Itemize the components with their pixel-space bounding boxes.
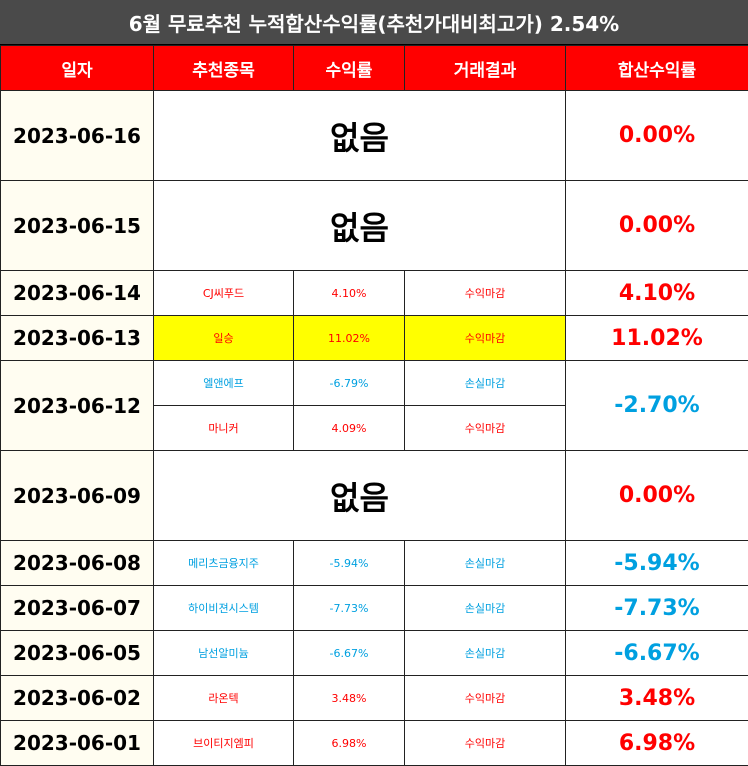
row-date: 2023-06-12 (0, 360, 154, 451)
table-row: 2023-06-12 엘앤에프 -6.79% 손실마감 -2.70% (0, 360, 748, 451)
recommendation-table: 일자 추천종목 수익률 거래결과 합산수익률 2023-06-16 없음 0.0… (0, 45, 748, 766)
row-result: 수익마감 (404, 270, 566, 316)
row-date: 2023-06-07 (0, 585, 154, 631)
row-total: 0.00% (565, 180, 748, 271)
row-date: 2023-06-13 (0, 315, 154, 361)
row-rate: 3.48% (293, 675, 405, 721)
table-row: 2023-06-08 메리츠금융지주 -5.94% 손실마감 -5.94% (0, 540, 748, 586)
row-stock: 메리츠금융지주 (153, 540, 294, 586)
no-recommendation: 없음 (153, 90, 566, 181)
row-date: 2023-06-08 (0, 540, 154, 586)
row-rate: -5.94% (293, 540, 405, 586)
row-result: 수익마감 (404, 720, 566, 766)
table-row: 마니커 4.09% 수익마감 (1, 405, 748, 451)
row-total: -5.94% (565, 540, 748, 586)
row-total: -2.70% (565, 360, 748, 451)
row-stock: 마니커 (153, 405, 294, 451)
row-date: 2023-06-05 (0, 630, 154, 676)
row-total: 0.00% (565, 90, 748, 181)
row-date: 2023-06-14 (0, 270, 154, 316)
table-row: 2023-06-05 남선알미늄 -6.67% 손실마감 -6.67% (0, 630, 748, 676)
row-result: 손실마감 (404, 540, 566, 586)
row-stock: 하이비젼시스템 (153, 585, 294, 631)
table-row: 2023-06-01 브이티지엠피 6.98% 수익마감 6.98% (0, 720, 748, 766)
header-stock: 추천종목 (153, 45, 294, 91)
row-total: 0.00% (565, 450, 748, 541)
row-rate: 4.10% (293, 270, 405, 316)
row-rate: -6.79% (293, 360, 405, 406)
row-total: -6.67% (565, 630, 748, 676)
row-total: 4.10% (565, 270, 748, 316)
header-total: 합산수익률 (565, 45, 748, 91)
row-result: 손실마감 (404, 585, 566, 631)
row-date: 2023-06-16 (0, 90, 154, 181)
header-result: 거래결과 (404, 45, 566, 91)
page-title: 6월 무료추천 누적합산수익률(추천가대비최고가) 2.54% (0, 0, 748, 45)
row-rate: 4.09% (293, 405, 405, 451)
table-row: 2023-06-15 없음 0.00% (0, 180, 748, 271)
row-rate: 6.98% (293, 720, 405, 766)
row-stock: 라온텍 (153, 675, 294, 721)
row-rate: -7.73% (293, 585, 405, 631)
table-row: 2023-06-16 없음 0.00% (0, 90, 748, 181)
row-date: 2023-06-02 (0, 675, 154, 721)
row-result: 수익마감 (404, 675, 566, 721)
table-row-highlighted: 2023-06-13 일승 11.02% 수익마감 11.02% (0, 315, 748, 361)
row-total: 6.98% (565, 720, 748, 766)
row-date: 2023-06-09 (0, 450, 154, 541)
table-row: 2023-06-07 하이비젼시스템 -7.73% 손실마감 -7.73% (0, 585, 748, 631)
header-date: 일자 (0, 45, 154, 91)
no-recommendation: 없음 (153, 180, 566, 271)
header-rate: 수익률 (293, 45, 405, 91)
row-result: 수익마감 (404, 315, 566, 361)
row-date: 2023-06-15 (0, 180, 154, 271)
row-result: 손실마감 (404, 360, 566, 406)
row-total: -7.73% (565, 585, 748, 631)
row-result: 손실마감 (404, 630, 566, 676)
table-row: 2023-06-14 CJ씨푸드 4.10% 수익마감 4.10% (0, 270, 748, 316)
table-row: 2023-06-09 없음 0.00% (0, 450, 748, 541)
row-stock: CJ씨푸드 (153, 270, 294, 316)
row-stock: 브이티지엠피 (153, 720, 294, 766)
row-rate: -6.67% (293, 630, 405, 676)
table-row: 2023-06-02 라온텍 3.48% 수익마감 3.48% (0, 675, 748, 721)
row-stock: 엘앤에프 (153, 360, 294, 406)
row-stock: 남선알미늄 (153, 630, 294, 676)
row-total: 11.02% (565, 315, 748, 361)
table-header-row: 일자 추천종목 수익률 거래결과 합산수익률 (0, 45, 748, 91)
row-rate: 11.02% (293, 315, 405, 361)
row-result: 수익마감 (404, 405, 566, 451)
row-date: 2023-06-01 (0, 720, 154, 766)
row-stock: 일승 (153, 315, 294, 361)
row-total: 3.48% (565, 675, 748, 721)
no-recommendation: 없음 (153, 450, 566, 541)
